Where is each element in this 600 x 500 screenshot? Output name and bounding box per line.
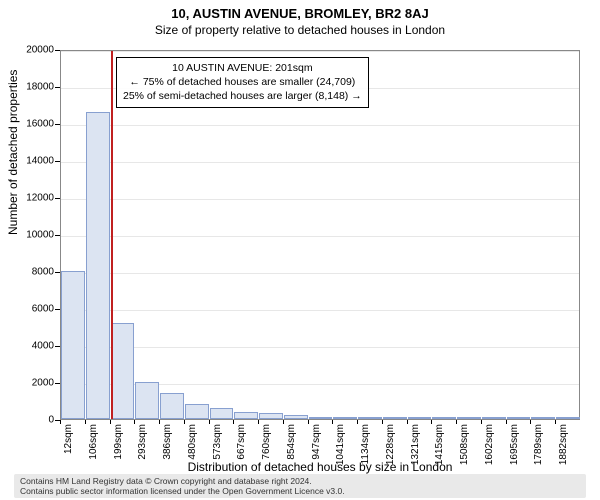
x-tick-label: 947sqm (311, 424, 322, 460)
annotation-line-1: 10 AUSTIN AVENUE: 201sqm (123, 61, 362, 75)
histogram-bar (309, 417, 333, 419)
histogram-bar (135, 382, 159, 419)
histogram-bar (210, 408, 234, 419)
footer-line-1: Contains HM Land Registry data © Crown c… (20, 476, 580, 486)
footer-line-2: Contains public sector information licen… (20, 486, 580, 496)
histogram-bar (160, 393, 184, 419)
histogram-bar (358, 417, 382, 419)
x-tick-label: 1228sqm (385, 424, 396, 465)
y-tick-label: 14000 (4, 156, 54, 167)
y-tick-label: 12000 (4, 193, 54, 204)
x-tick-label: 760sqm (261, 424, 272, 460)
histogram-bar (111, 323, 135, 419)
annotation-box: 10 AUSTIN AVENUE: 201sqm ← 75% of detach… (116, 57, 369, 108)
chart-title: 10, AUSTIN AVENUE, BROMLEY, BR2 8AJ (0, 0, 600, 23)
histogram-bar (556, 417, 580, 419)
footer-attribution: Contains HM Land Registry data © Crown c… (14, 474, 586, 498)
histogram-bar (61, 271, 85, 419)
x-tick-label: 1041sqm (335, 424, 346, 465)
chart-plot-area: 10 AUSTIN AVENUE: 201sqm ← 75% of detach… (60, 50, 580, 420)
x-tick-label: 667sqm (236, 424, 247, 460)
y-tick-label: 0 (4, 415, 54, 426)
y-tick-label: 16000 (4, 119, 54, 130)
x-tick-label: 106sqm (88, 424, 99, 460)
x-tick-label: 854sqm (286, 424, 297, 460)
x-tick-label: 293sqm (137, 424, 148, 460)
property-marker-line (111, 51, 113, 419)
y-tick-label: 20000 (4, 45, 54, 56)
x-tick-label: 1695sqm (509, 424, 520, 465)
x-tick-label: 1789sqm (533, 424, 544, 465)
histogram-bar (284, 415, 308, 419)
y-tick-label: 2000 (4, 378, 54, 389)
chart-subtitle: Size of property relative to detached ho… (0, 23, 600, 41)
y-tick-label: 6000 (4, 304, 54, 315)
x-tick-label: 573sqm (212, 424, 223, 460)
x-tick-label: 1508sqm (459, 424, 470, 465)
x-tick-label: 480sqm (187, 424, 198, 460)
annotation-line-3: 25% of semi-detached houses are larger (… (123, 89, 362, 103)
x-tick-label: 386sqm (162, 424, 173, 460)
x-tick-label: 1415sqm (434, 424, 445, 465)
x-axis-label: Distribution of detached houses by size … (60, 460, 580, 474)
histogram-bar (185, 404, 209, 419)
x-tick-label: 12sqm (63, 424, 74, 454)
histogram-bar (507, 417, 531, 419)
y-axis: 0200040006000800010000120001400016000180… (0, 50, 60, 420)
x-tick-label: 199sqm (113, 424, 124, 460)
histogram-bar (234, 412, 258, 419)
y-tick-label: 8000 (4, 267, 54, 278)
y-tick-label: 4000 (4, 341, 54, 352)
y-tick-label: 10000 (4, 230, 54, 241)
histogram-bar (531, 417, 555, 419)
x-tick-label: 1321sqm (410, 424, 421, 465)
histogram-bar (86, 112, 110, 419)
histogram-bar (383, 417, 407, 419)
histogram-bar (457, 417, 481, 419)
histogram-bar (482, 417, 506, 419)
annotation-line-2: ← 75% of detached houses are smaller (24… (123, 75, 362, 89)
histogram-bar (333, 417, 357, 419)
histogram-bar (259, 413, 283, 419)
histogram-bar (408, 417, 432, 419)
histogram-bar (432, 417, 456, 419)
x-tick-label: 1134sqm (360, 424, 371, 464)
y-tick-label: 18000 (4, 82, 54, 93)
x-tick-label: 1602sqm (484, 424, 495, 465)
x-tick-label: 1882sqm (558, 424, 569, 465)
